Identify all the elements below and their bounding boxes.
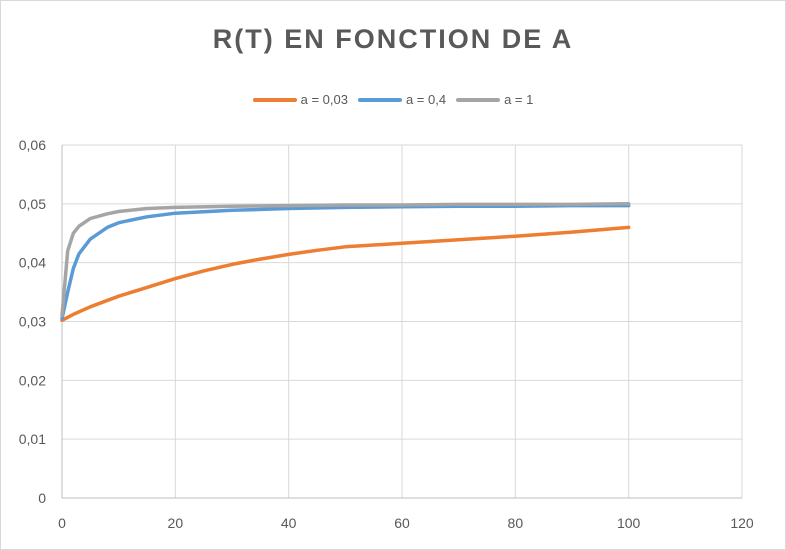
y-tick-label-5: 0,05 [19,196,46,212]
legend-item-1: a = 0,4 [357,92,447,107]
y-tick-label-0: 0 [38,490,46,506]
series-line-0 [60,225,631,323]
x-tick-label-6: 120 [730,515,754,531]
x-tick-label-1: 20 [168,515,184,531]
legend-item-0: a = 0,03 [252,92,348,107]
y-tick-label-6: 0,06 [19,137,46,153]
legend-swatch-1 [357,97,402,102]
y-tick-label-1: 0,01 [19,431,46,447]
legend-label-0: a = 0,03 [300,92,348,107]
legend-item-2: a = 1 [456,92,533,107]
x-tick-label-3: 60 [394,515,410,531]
legend-label-2: a = 1 [504,92,534,107]
x-tick-label-0: 0 [58,515,66,531]
chart-title: R(T) EN FONCTION DE A [212,24,574,54]
y-tick-label-2: 0,02 [19,372,46,388]
legend-swatch-2 [456,97,501,102]
legend: a = 0,03 a = 0,4 a = 1 [0,92,786,107]
x-tick-label-5: 100 [617,515,641,531]
y-tick-label-3: 0,03 [19,314,46,330]
y-tick-label-4: 0,04 [19,255,46,271]
x-tick-label-2: 40 [281,515,297,531]
series-line-1 [60,203,631,321]
series-line-2 [60,202,631,318]
legend-label-1: a = 0,4 [405,92,447,107]
x-tick-label-4: 80 [508,515,524,531]
legend-swatch-0 [252,97,297,102]
